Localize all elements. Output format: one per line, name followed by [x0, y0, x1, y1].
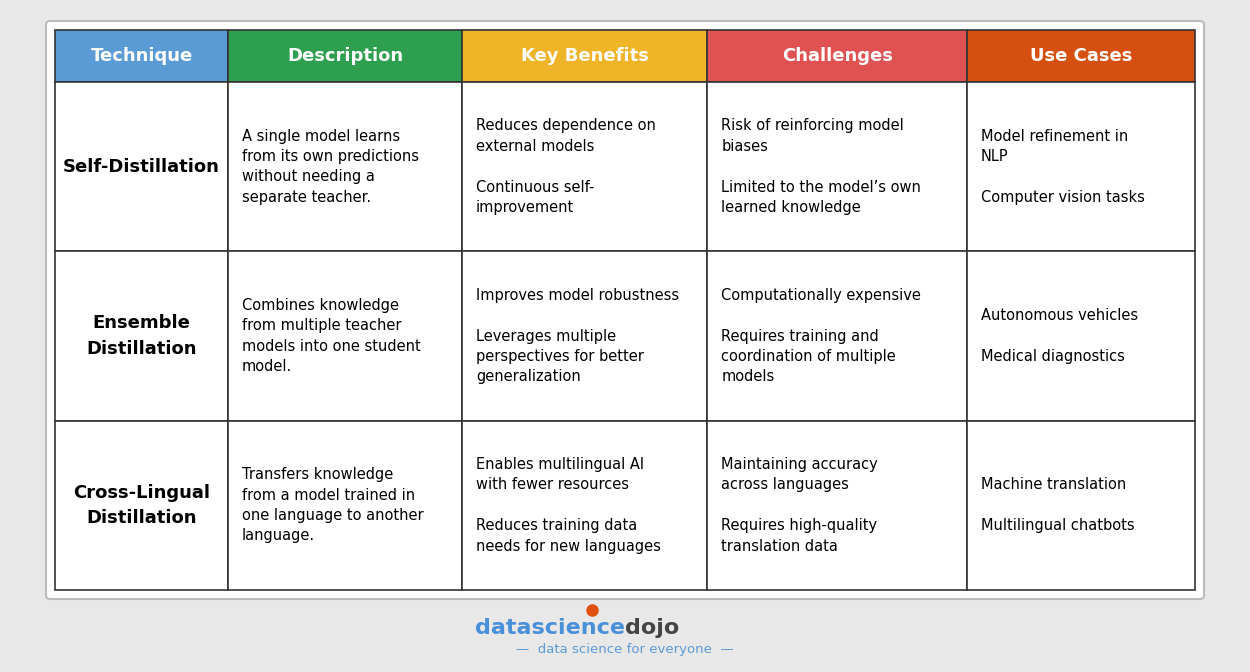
Text: Self-Distillation: Self-Distillation [62, 158, 220, 175]
Bar [228, 82, 462, 251]
Bar [968, 82, 1195, 251]
Bar [462, 421, 708, 590]
Text: Key Benefits: Key Benefits [521, 47, 649, 65]
Text: Risk of reinforcing model
biases

Limited to the model’s own
learned knowledge: Risk of reinforcing model biases Limited… [721, 118, 921, 215]
Text: Computationally expensive

Requires training and
coordination of multiple
models: Computationally expensive Requires train… [721, 288, 921, 384]
Bar [55, 251, 228, 421]
Bar [707, 251, 968, 421]
FancyBboxPatch shape [46, 21, 1204, 599]
Text: Technique: Technique [90, 47, 192, 65]
Text: Enables multilingual AI
with fewer resources

Reduces training data
needs for ne: Enables multilingual AI with fewer resou… [476, 457, 661, 554]
Bar [55, 30, 228, 82]
Bar [462, 30, 708, 82]
Text: Challenges: Challenges [781, 47, 892, 65]
Bar [707, 82, 968, 251]
Text: datascience: datascience [475, 618, 625, 638]
Text: Machine translation

Multilingual chatbots: Machine translation Multilingual chatbot… [981, 477, 1135, 534]
Bar [462, 82, 708, 251]
Bar [228, 30, 462, 82]
Text: Combines knowledge
from multiple teacher
models into one student
model.: Combines knowledge from multiple teacher… [242, 298, 421, 374]
Bar [462, 251, 708, 421]
Bar [707, 30, 968, 82]
Bar [228, 421, 462, 590]
Text: Transfers knowledge
from a model trained in
one language to another
language.: Transfers knowledge from a model trained… [242, 467, 424, 544]
Bar [968, 421, 1195, 590]
Text: Model refinement in
NLP

Computer vision tasks: Model refinement in NLP Computer vision … [981, 128, 1145, 205]
Text: Autonomous vehicles

Medical diagnostics: Autonomous vehicles Medical diagnostics [981, 308, 1139, 364]
Text: Ensemble
Distillation: Ensemble Distillation [86, 314, 196, 358]
Bar [228, 251, 462, 421]
Text: A single model learns
from its own predictions
without needing a
separate teache: A single model learns from its own predi… [242, 128, 419, 205]
Text: dojo: dojo [625, 618, 679, 638]
Bar [55, 82, 228, 251]
Text: Use Cases: Use Cases [1030, 47, 1132, 65]
Bar [968, 30, 1195, 82]
Text: —  data science for everyone  —: — data science for everyone — [516, 644, 734, 657]
Bar [707, 421, 968, 590]
Text: Reduces dependence on
external models

Continuous self-
improvement: Reduces dependence on external models Co… [476, 118, 656, 215]
Text: Description: Description [288, 47, 402, 65]
Text: Cross-Lingual
Distillation: Cross-Lingual Distillation [72, 484, 210, 527]
Text: Improves model robustness

Leverages multiple
perspectives for better
generaliza: Improves model robustness Leverages mult… [476, 288, 679, 384]
Bar [55, 421, 228, 590]
Text: Maintaining accuracy
across languages

Requires high-quality
translation data: Maintaining accuracy across languages Re… [721, 457, 879, 554]
Bar [968, 251, 1195, 421]
